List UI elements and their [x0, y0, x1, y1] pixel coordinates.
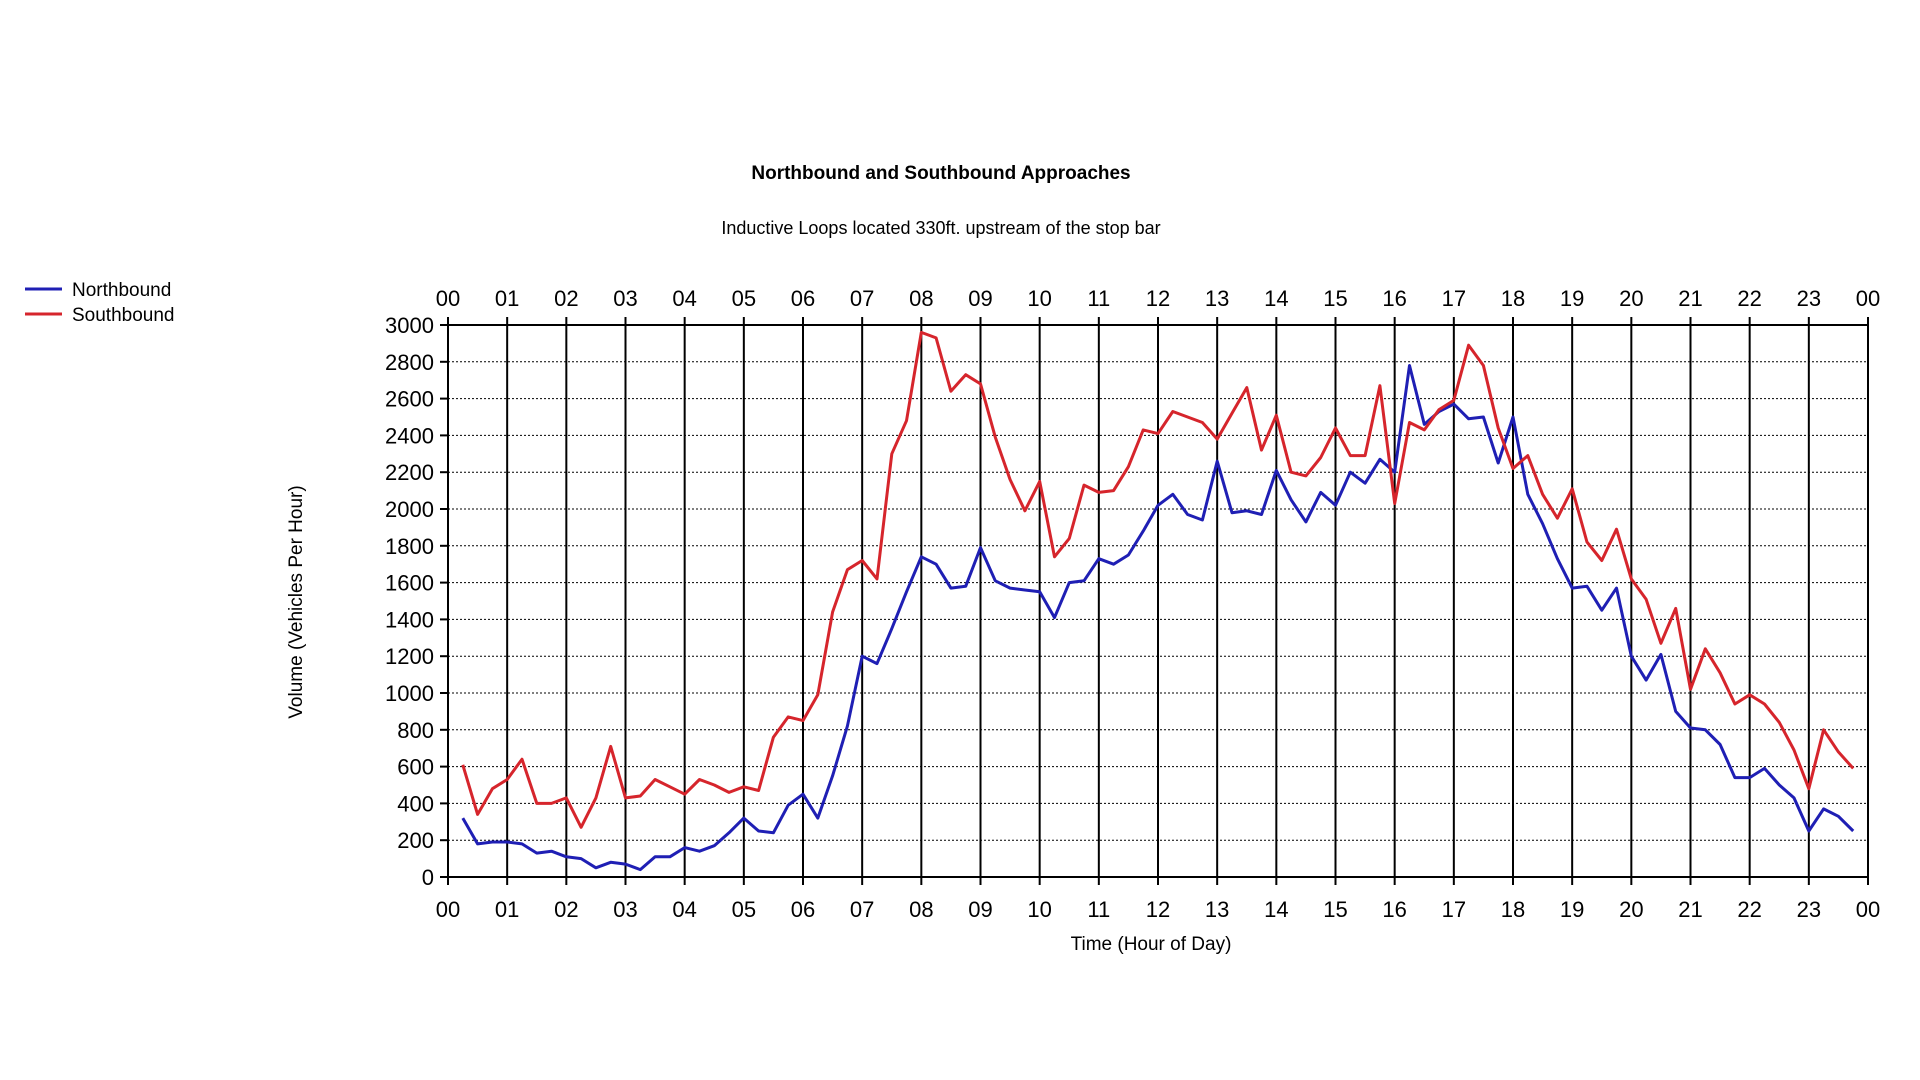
x-tick-label-bottom: 20 [1619, 897, 1643, 922]
x-tick-label-bottom: 22 [1737, 897, 1761, 922]
chart-subtitle: Inductive Loops located 330ft. upstream … [721, 218, 1160, 238]
x-tick-label-top: 10 [1027, 286, 1051, 311]
x-tick-label-top: 04 [672, 286, 696, 311]
x-tick-label-bottom: 05 [732, 897, 756, 922]
series-line-northbound [461, 364, 1855, 872]
legend: Northbound Southbound [25, 280, 175, 326]
x-tick-label-top: 23 [1797, 286, 1821, 311]
y-tick-label: 1000 [385, 681, 434, 706]
y-tick-label: 0 [422, 865, 434, 890]
series-line-southbound [461, 330, 1855, 829]
x-tick-label-top: 12 [1146, 286, 1170, 311]
series-lines [461, 330, 1855, 872]
x-tick-label-top: 00 [436, 286, 460, 311]
x-tick-label-bottom: 01 [495, 897, 519, 922]
x-tick-label-bottom: 06 [791, 897, 815, 922]
y-tick-label: 800 [397, 718, 434, 743]
y-tick-label: 1800 [385, 534, 434, 559]
y-tick-label: 2600 [385, 387, 434, 412]
x-tick-label-bottom: 07 [850, 897, 874, 922]
y-tick-label: 400 [397, 791, 434, 816]
x-tick-label-top: 14 [1264, 286, 1288, 311]
y-axis-label: Volume (Vehicles Per Hour) [286, 485, 307, 718]
tick-labels: 0200400600800100012001400160018002000220… [385, 286, 1880, 922]
x-tick-label-bottom: 04 [672, 897, 696, 922]
x-tick-label-bottom: 15 [1323, 897, 1347, 922]
x-tick-label-top: 03 [613, 286, 637, 311]
x-tick-label-bottom: 23 [1797, 897, 1821, 922]
x-tick-label-bottom: 11 [1087, 897, 1110, 922]
y-tick-label: 2200 [385, 460, 434, 485]
y-tick-label: 1400 [385, 607, 434, 632]
x-tick-label-top: 05 [732, 286, 756, 311]
x-tick-label-top: 08 [909, 286, 933, 311]
x-tick-label-top: 02 [554, 286, 578, 311]
x-tick-label-bottom: 10 [1027, 897, 1051, 922]
legend-label-southbound: Southbound [72, 305, 175, 326]
x-tick-label-bottom: 16 [1382, 897, 1406, 922]
chart-title: Northbound and Southbound Approaches [751, 163, 1130, 184]
x-tick-label-bottom: 12 [1146, 897, 1170, 922]
x-tick-label-top: 18 [1501, 286, 1525, 311]
x-tick-label-bottom: 00 [436, 897, 460, 922]
x-tick-label-top: 00 [1856, 286, 1880, 311]
y-tick-label: 1200 [385, 644, 434, 669]
x-tick-label-top: 09 [968, 286, 992, 311]
x-tick-label-top: 20 [1619, 286, 1643, 311]
grid [440, 317, 1869, 885]
y-tick-label: 2400 [385, 423, 434, 448]
x-axis-label: Time (Hour of Day) [1071, 934, 1232, 955]
x-tick-label-bottom: 00 [1856, 897, 1880, 922]
y-tick-label: 1600 [385, 571, 434, 596]
x-tick-label-top: 06 [791, 286, 815, 311]
x-tick-label-bottom: 13 [1205, 897, 1229, 922]
x-tick-label-top: 11 [1087, 286, 1110, 311]
x-tick-label-bottom: 19 [1560, 897, 1584, 922]
x-tick-label-bottom: 03 [613, 897, 637, 922]
x-tick-label-bottom: 08 [909, 897, 933, 922]
y-tick-label: 200 [397, 828, 434, 853]
x-tick-label-top: 19 [1560, 286, 1584, 311]
y-tick-label: 3000 [385, 313, 434, 338]
x-tick-label-bottom: 17 [1442, 897, 1466, 922]
legend-label-northbound: Northbound [72, 280, 171, 301]
x-tick-label-top: 17 [1442, 286, 1466, 311]
x-tick-label-bottom: 02 [554, 897, 578, 922]
x-tick-label-top: 13 [1205, 286, 1229, 311]
x-tick-label-top: 21 [1678, 286, 1702, 311]
x-tick-label-top: 15 [1323, 286, 1347, 311]
x-tick-label-top: 07 [850, 286, 874, 311]
x-tick-label-top: 01 [495, 286, 519, 311]
x-tick-label-bottom: 09 [968, 897, 992, 922]
x-tick-label-bottom: 18 [1501, 897, 1525, 922]
y-tick-label: 600 [397, 755, 434, 780]
y-tick-label: 2800 [385, 350, 434, 375]
x-tick-label-top: 22 [1737, 286, 1761, 311]
y-tick-label: 2000 [385, 497, 434, 522]
x-tick-label-top: 16 [1382, 286, 1406, 311]
x-tick-label-bottom: 21 [1678, 897, 1702, 922]
x-tick-label-bottom: 14 [1264, 897, 1288, 922]
